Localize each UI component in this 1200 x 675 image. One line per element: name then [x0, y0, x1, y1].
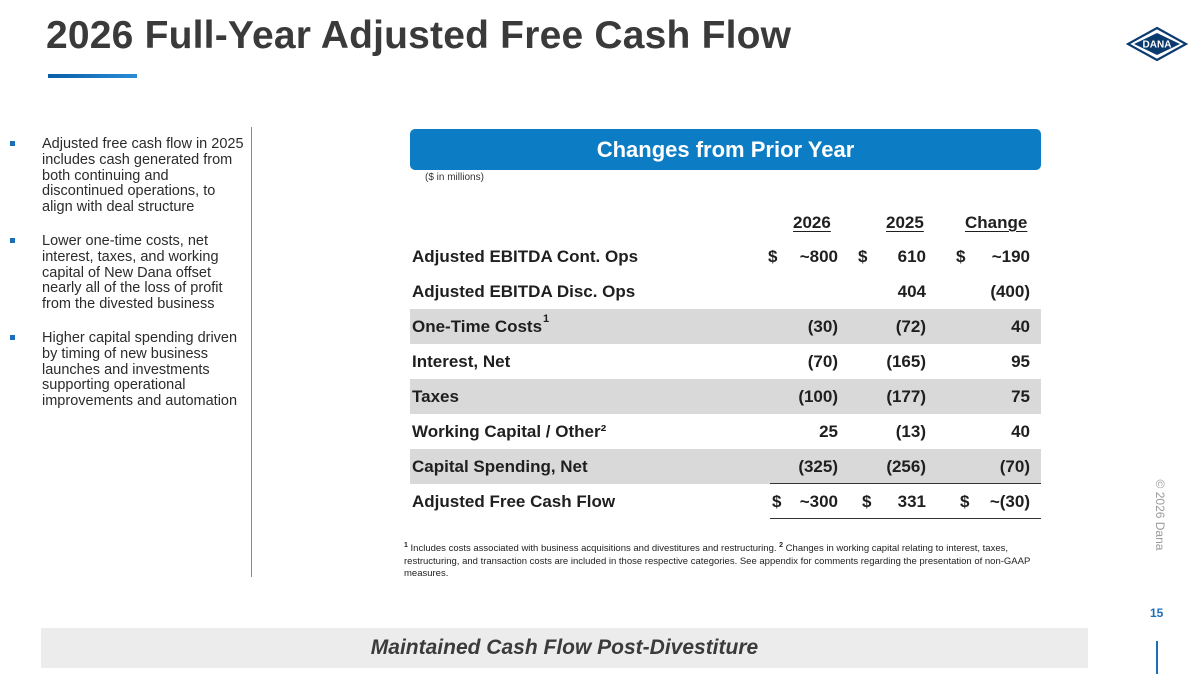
bullet-text: Lower one-time costs, net interest, taxe… — [42, 232, 223, 313]
table-row: Adjusted Free Cash Flow ~300 $331 $ ~(30) $ — [410, 484, 1041, 519]
currency-symbol: $ — [858, 247, 868, 266]
cell-change: 95 — [1011, 352, 1030, 371]
cell-2026: (30) — [807, 317, 838, 336]
total-top-rule — [770, 483, 1041, 484]
page-number: 15 — [1150, 606, 1164, 620]
bullet-text: Adjusted free cash flow in 2025 includes… — [42, 136, 244, 216]
currency-symbol: $ — [772, 492, 782, 511]
footnote-marker-2: 2 — [779, 542, 784, 549]
cell-2025: 404 — [897, 282, 926, 301]
footnote-text-1: Includes costs associated with business … — [407, 543, 780, 555]
cell-2025: (72) — [895, 317, 926, 336]
row-label: Working Capital / Other² — [412, 422, 607, 441]
column-header-2025: 2025 — [886, 213, 924, 232]
bullet-item: Adjusted free cash flow in 2025 includes… — [10, 136, 248, 216]
bullet-text: Higher capital spending driven by timing… — [42, 329, 238, 410]
cell-2025: (177) — [886, 387, 926, 406]
logo-wordmark: DANA — [1143, 40, 1172, 51]
table-row: Taxes (100) (177) 75 — [410, 379, 1041, 414]
bottom-takeaway-banner: Maintained Cash Flow Post-Divestiture — [41, 628, 1088, 668]
column-header-2026: 2026 — [793, 213, 831, 232]
dana-logo-icon: DANA — [1126, 26, 1188, 62]
cell-2026: (70) — [807, 352, 838, 371]
currency-symbol: $ — [956, 247, 966, 266]
units-note: ($ in millions) — [425, 172, 484, 183]
row-label: One-Time Costs — [412, 317, 543, 336]
cell-2026: ~800 — [799, 247, 838, 266]
cell-change: (400) — [990, 282, 1030, 301]
cell-change: ~(30) — [989, 492, 1030, 511]
bullet-item: Lower one-time costs, net interest, taxe… — [10, 232, 248, 313]
table-row: One-Time Costs 1 (30) (72) 40 — [410, 309, 1041, 344]
cell-change: ~190 — [991, 247, 1030, 266]
cell-2025: (165) — [886, 352, 926, 371]
row-label: Taxes — [412, 387, 459, 406]
currency-symbol: $ — [960, 492, 970, 511]
row-label: Adjusted EBITDA Disc. Ops — [412, 282, 636, 301]
cell-2025: (256) — [886, 457, 926, 476]
cell-change: 40 — [1011, 317, 1030, 336]
cell-2026: (325) — [798, 457, 838, 476]
cell-2026: 25 — [819, 422, 838, 441]
column-header-change: Change — [965, 213, 1028, 232]
footnote: 1 Includes costs associated with busines… — [404, 540, 1034, 581]
table-row: Working Capital / Other² 25 (13) 40 — [410, 414, 1041, 449]
row-label: Adjusted EBITDA Cont. Ops — [412, 247, 639, 266]
slide-title: 2026 Full-Year Adjusted Free Cash Flow — [46, 14, 792, 57]
table-row: Interest, Net (70) (165) 95 — [410, 344, 1041, 379]
row-label: Interest, Net — [412, 352, 511, 371]
vertical-divider — [251, 127, 252, 577]
footnote-marker-1: 1 — [404, 542, 408, 549]
row-label: Capital Spending, Net — [412, 457, 588, 476]
bullet-item: Higher capital spending driven by timing… — [10, 329, 248, 410]
page-accent-bar — [1156, 641, 1158, 674]
cell-2026: (100) — [798, 387, 838, 406]
cell-change: 75 — [1011, 387, 1030, 406]
cell-2025: 331 — [897, 492, 926, 511]
cell-change: 40 — [1011, 422, 1030, 441]
copyright-notice: © 2026 Dana — [1153, 479, 1167, 551]
table-banner: Changes from Prior Year — [410, 129, 1041, 170]
summary-bullets: Adjusted free cash flow in 2025 includes… — [10, 136, 248, 428]
footnote-text-2: Changes in working capital relating to i… — [404, 543, 1031, 580]
table-row: Adjusted EBITDA Cont. Ops ~800 $610 $ ~190 $ — [410, 239, 1041, 274]
table-row: Capital Spending, Net (325) (256) (70) — [410, 449, 1041, 484]
total-bottom-rule — [770, 518, 1041, 519]
bullet-marker — [10, 141, 15, 146]
table-row: Adjusted EBITDA Disc. Ops 404 (400) — [410, 274, 1041, 309]
bullet-marker — [10, 334, 15, 340]
currency-symbol: $ — [862, 492, 872, 511]
cell-2026: ~300 — [799, 492, 838, 511]
cell-2025: 610 — [897, 247, 926, 266]
cell-2025: (13) — [895, 422, 926, 441]
bullet-marker — [10, 237, 15, 243]
cell-change: (70) — [999, 457, 1030, 476]
currency-symbol: $ — [768, 247, 778, 266]
row-label-superscript: 1 — [543, 313, 550, 325]
row-label: Adjusted Free Cash Flow — [412, 492, 616, 511]
title-underline — [48, 74, 137, 78]
